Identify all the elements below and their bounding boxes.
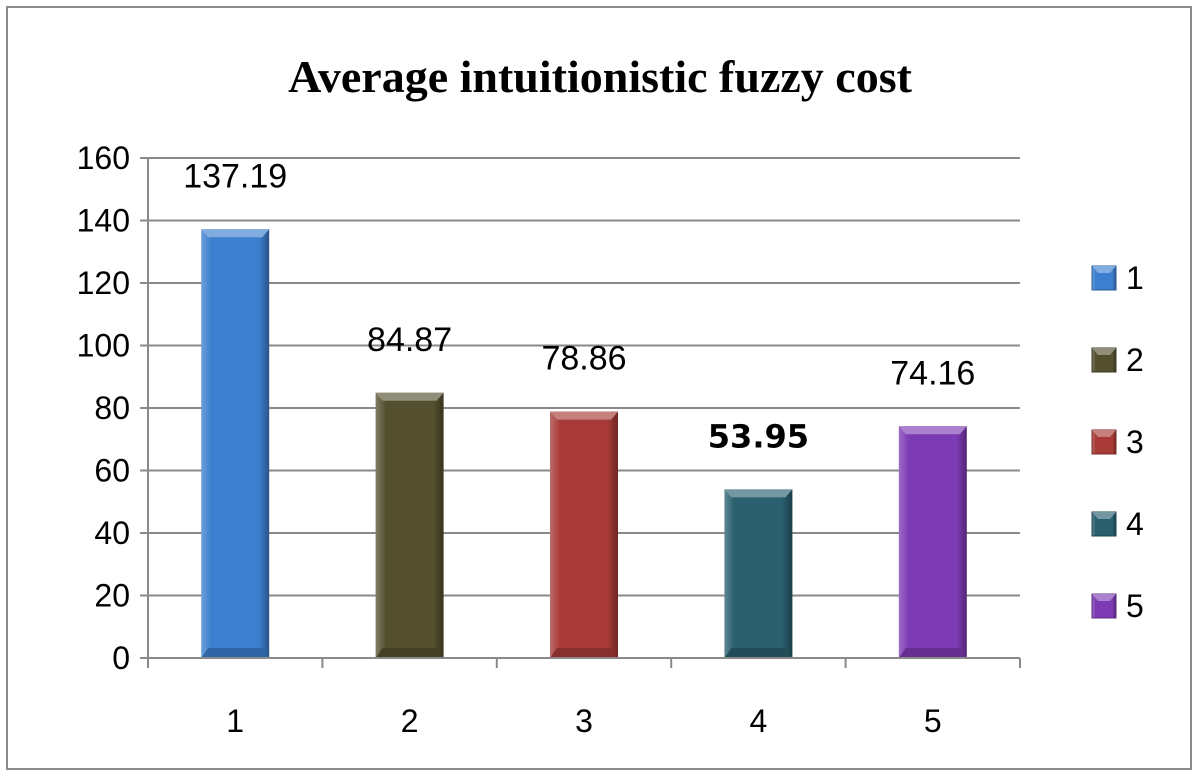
legend-label: 3 (1126, 424, 1144, 460)
x-tick-label: 4 (750, 703, 768, 739)
y-tick-label: 60 (94, 453, 130, 489)
y-tick-label: 160 (77, 140, 130, 176)
y-tick-label: 120 (77, 265, 130, 301)
y-tick-label: 0 (112, 640, 130, 676)
bar-group (724, 489, 793, 658)
bar-group (201, 229, 270, 658)
bar-base-bevel (375, 648, 444, 658)
bar (201, 229, 270, 658)
bar (898, 426, 967, 658)
axes: 0 20 40 60 80 100 120 140 160 1 2 3 4 5 (77, 140, 1021, 739)
x-tick-label: 3 (575, 703, 593, 739)
bar (550, 411, 618, 658)
legend-item: 2 (1091, 342, 1144, 378)
legend-label: 4 (1126, 506, 1144, 542)
chart-title: Average intuitionistic fuzzy cost (288, 51, 913, 102)
bar-top-bevel (375, 392, 444, 401)
y-tick-label: 140 (77, 203, 130, 239)
x-tick-label: 5 (924, 703, 942, 739)
bar-top-bevel (201, 229, 270, 238)
legend-swatch-bevel (1092, 512, 1116, 519)
bar-group (550, 411, 618, 658)
y-tick-label: 40 (94, 515, 130, 551)
data-label: 53.95 (708, 417, 809, 455)
bars (201, 229, 967, 658)
legend-swatch-bevel (1092, 430, 1116, 437)
legend-item: 4 (1091, 506, 1144, 542)
y-tick-label: 80 (94, 390, 130, 426)
legend-swatch-bevel (1092, 594, 1116, 601)
bar (375, 392, 444, 658)
bar-base-bevel (898, 648, 967, 658)
data-label: 84.87 (367, 321, 452, 359)
legend-item: 5 (1091, 588, 1144, 624)
legend-label: 2 (1126, 342, 1144, 378)
y-tick-label: 100 (77, 328, 130, 364)
data-labels: 137.19 84.87 78.86 53.95 74.16 (183, 157, 975, 455)
bar-top-bevel (724, 489, 793, 498)
legend-label: 5 (1126, 588, 1144, 624)
x-tick-label: 2 (401, 703, 419, 739)
bar (724, 489, 793, 658)
bar-top-bevel (550, 411, 618, 420)
bar-base-bevel (550, 648, 618, 658)
data-label: 137.19 (183, 157, 287, 195)
legend-label: 1 (1126, 260, 1144, 296)
bar-group (898, 426, 967, 658)
y-tick-label: 20 (94, 578, 130, 614)
data-label: 78.86 (541, 340, 626, 378)
bar-base-bevel (724, 648, 793, 658)
data-label: 74.16 (890, 354, 975, 392)
legend-item: 1 (1091, 260, 1144, 296)
legend-swatch-bevel (1092, 266, 1116, 273)
legend-swatch-bevel (1092, 348, 1116, 355)
bar-top-bevel (898, 426, 967, 435)
legend-item: 3 (1091, 424, 1144, 460)
x-tick-label: 1 (226, 703, 244, 739)
gridlines (148, 157, 1020, 597)
legend: 1 2 3 4 5 (1091, 260, 1144, 624)
bar-group (375, 392, 444, 658)
bar-base-bevel (201, 648, 270, 658)
